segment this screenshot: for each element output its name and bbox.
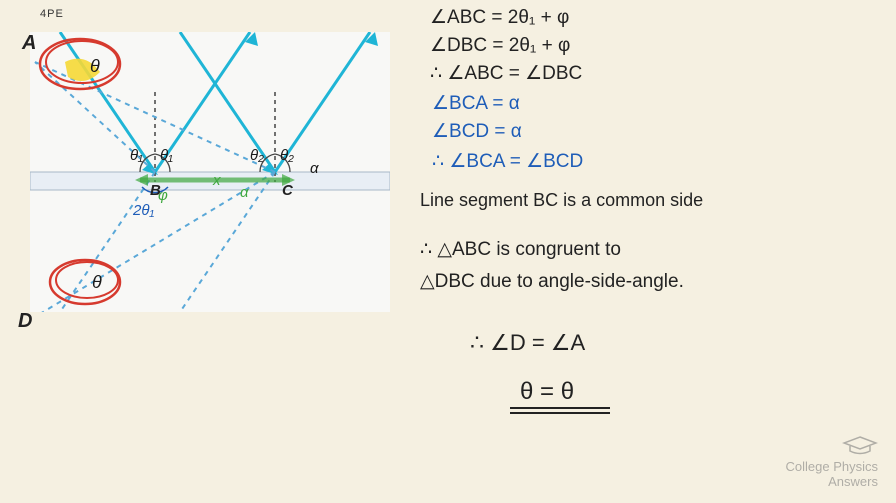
- eq-abc: ∠ABC = 2θ₁ + φ: [430, 6, 569, 29]
- eq-congruent-1: ∴ △ABC is congruent to: [420, 238, 621, 261]
- logo-line2: Answers: [786, 474, 879, 489]
- eq-dbc: ∠DBC = 2θ₁ + φ: [430, 34, 570, 57]
- label-2theta1: 2θ₁: [133, 202, 154, 219]
- eq-angle-da: ∴ ∠D = ∠A: [470, 330, 585, 356]
- eq-bca: ∠BCA = α: [432, 92, 520, 115]
- logo-line1: College Physics: [786, 459, 879, 474]
- label-a: A: [22, 32, 36, 55]
- diagram-svg: [30, 32, 390, 312]
- label-theta1a: θ₁: [130, 147, 143, 164]
- underline-1: [510, 405, 620, 415]
- graduation-cap-icon: [842, 435, 878, 457]
- eq-theta-eq: θ = θ: [520, 378, 574, 406]
- label-d: D: [18, 310, 32, 333]
- label-theta1b: θ₁: [160, 147, 173, 164]
- eq-therefore-1: ∴ ∠ABC = ∠DBC: [430, 62, 582, 85]
- label-alpha1: α: [240, 184, 249, 201]
- label-theta-top: θ: [90, 56, 100, 77]
- eq-congruent-2: △DBC due to angle-side-angle.: [420, 270, 684, 293]
- dashed-mid: [180, 172, 275, 312]
- label-theta-bottom: θ: [92, 272, 102, 293]
- label-theta2a: θ₂: [250, 147, 264, 164]
- label-alpha2: α: [310, 160, 319, 177]
- problem-id: 4PE: [40, 8, 64, 20]
- label-c: C: [282, 182, 293, 199]
- dashed-to-d-1: [60, 172, 155, 312]
- label-b: B: [150, 182, 161, 199]
- eq-bcd: ∠BCD = α: [432, 120, 522, 143]
- eq-common-side: Line segment BC is a common side: [420, 190, 703, 211]
- eq-therefore-2: ∴ ∠BCA = ∠BCD: [432, 150, 583, 173]
- red-circle-d2: [56, 262, 118, 298]
- label-x: x: [213, 172, 221, 189]
- logo: College Physics Answers: [786, 435, 879, 489]
- physics-diagram: θ θ θ₁ θ₁ θ₂ θ₂ φ x α α 2θ₁ B C: [30, 32, 390, 312]
- label-theta2b: θ₂: [280, 147, 294, 164]
